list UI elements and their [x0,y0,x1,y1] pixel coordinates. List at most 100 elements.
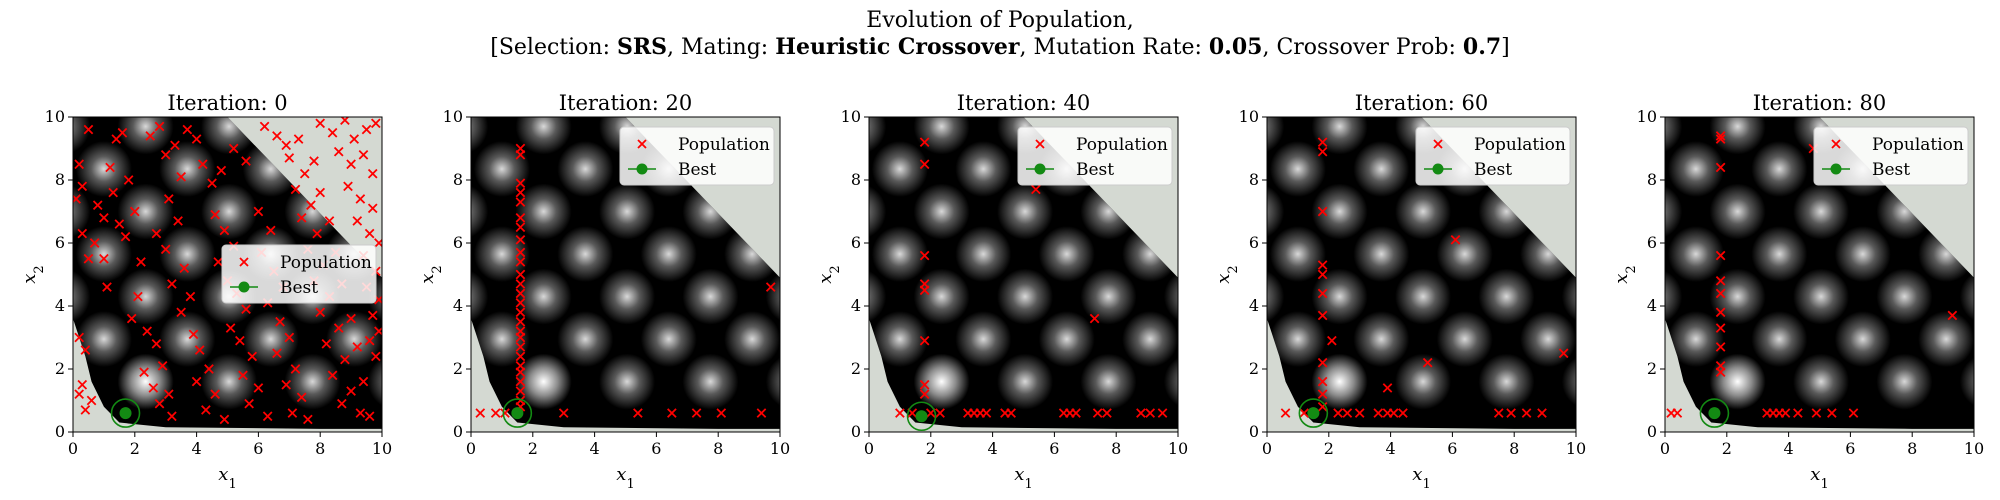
population-point [355,408,366,418]
population-point [1299,408,1309,418]
landscape-peak [1918,311,1974,368]
y-tick-label: 4 [1647,296,1657,315]
population-point [515,235,526,245]
landscape-peak [1267,117,1285,155]
population-point [1317,269,1328,280]
population-point [321,338,332,349]
population-point [102,282,112,292]
population-point [262,411,273,422]
x-tick-label: 4 [192,439,202,458]
landscape-peak [997,13,1053,69]
landscape-peak [872,56,928,112]
population-point [281,379,292,390]
population-point [114,219,125,229]
population-point [99,212,109,223]
population-point [1317,376,1328,387]
landscape-peak [1080,13,1136,69]
population-point [367,168,378,179]
x-axis-label: x1 [1810,464,1828,492]
x-axis-label: x1 [1014,464,1032,492]
population-point [1006,408,1016,418]
population-point [1388,408,1399,418]
population-point [136,257,146,267]
y-tick-label: 4 [851,296,861,315]
population-point [1136,408,1146,418]
population-point [1280,408,1291,418]
landscape-peak [640,311,697,368]
y-tick-label: 10 [45,107,65,126]
legend-population-label: Population [1872,135,1964,155]
plot-area [1665,13,1974,432]
population-point [756,408,767,418]
y-tick-label: 10 [443,107,463,126]
population-point [1354,408,1365,418]
landscape-peak [34,13,90,69]
y-tick-label: 8 [851,170,861,189]
population-point [558,408,569,418]
population-point [133,291,143,302]
legend-best-label: Best [1076,160,1114,180]
landscape-peak [557,140,614,197]
mating-label: , Mating: [667,35,776,60]
x-tick-label: 6 [1447,439,1457,458]
population-point [1715,367,1726,377]
legend-population-marker [1433,139,1443,149]
population-point [1715,307,1726,318]
population-point [296,392,307,403]
population-point [515,222,526,233]
population-point [299,168,310,179]
population-point [1715,162,1726,173]
landscape-peak [1751,311,1808,368]
plot-area [1267,117,1576,432]
population-point [1092,408,1103,418]
landscape-peak [765,353,780,410]
x-tick-label: 2 [926,439,936,458]
population-point [1373,408,1384,418]
landscape-peak [1269,140,1326,197]
y-tick-label: 0 [851,422,861,441]
population-point [919,137,930,148]
population-point [142,326,152,337]
population-point [185,291,196,302]
x-tick-label: 8 [1111,439,1121,458]
population-point [315,187,326,198]
landscape-peak [117,183,174,240]
plot-area [869,13,1178,432]
landscape-peak [471,183,489,240]
population-point [139,367,149,377]
population-point [1317,357,1328,368]
population-point [346,159,356,170]
landscape-peak [682,268,739,325]
population-point [1157,408,1168,418]
subplot-title: Iteration: 40 [957,91,1091,115]
population-point [83,124,94,135]
landscape-peak [1876,13,1932,69]
landscape-peak [640,226,697,283]
y-tick-label: 2 [1647,359,1657,378]
legend-best-marker [238,281,250,293]
population-point [1102,408,1112,418]
population-point [367,203,378,214]
population-point [515,288,526,299]
landscape-peak [913,268,970,325]
landscape-peak [1311,183,1368,240]
x-tick-label: 8 [1509,439,1519,458]
population-point [176,172,186,182]
landscape-peak [367,353,382,410]
landscape-peak [1267,183,1285,240]
landscape-peak [473,226,530,283]
best-ring [1699,398,1730,428]
landscape-peak [1793,353,1850,410]
population-point [1780,408,1791,418]
population-point [352,342,363,352]
population-point [1317,137,1328,148]
population-point [238,370,248,381]
population-point [370,351,381,362]
landscape-peak [1353,140,1410,197]
landscape-peak [599,13,655,69]
population-point [349,134,360,144]
landscape-peak [1395,268,1452,325]
population-point [1089,313,1100,324]
landscape-peak [201,13,257,69]
population-point [160,149,171,160]
